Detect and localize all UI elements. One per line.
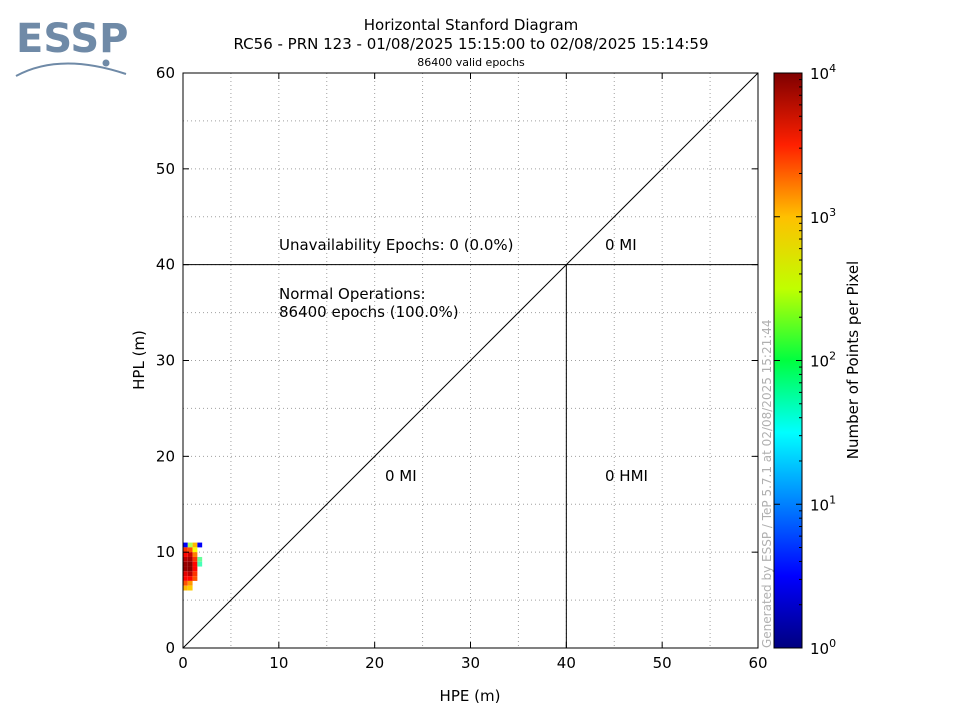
density-cell — [192, 576, 198, 581]
density-cell — [183, 576, 188, 581]
colorbar-tick-label: 101 — [810, 493, 836, 514]
y-tick-label: 20 — [156, 447, 175, 465]
x-tick-label: 40 — [557, 654, 576, 672]
density-cell — [187, 585, 193, 591]
density-cell — [192, 552, 198, 557]
y-tick-label: 10 — [156, 543, 175, 561]
colorbar-tick-base: 10 — [810, 640, 829, 658]
colorbar-tick-exponent: 3 — [829, 206, 836, 219]
density-cell — [187, 556, 193, 562]
generated-by-stamp: Generated by ESSP / TeP 5.7.1 at 02/08/2… — [760, 319, 774, 648]
x-tick-label: 50 — [653, 654, 672, 672]
colorbar-tick-exponent: 1 — [829, 493, 836, 506]
x-tick-label: 30 — [461, 654, 480, 672]
logo-dot — [102, 59, 110, 67]
density-cell — [183, 556, 188, 562]
density-cell — [187, 547, 193, 553]
density-cell — [183, 547, 188, 553]
x-tick-label: 20 — [365, 654, 384, 672]
density-cell — [187, 580, 193, 586]
chart-subtitle: RC56 - PRN 123 - 01/08/2025 15:15:00 to … — [234, 35, 709, 53]
essp-logo: ESSP — [15, 16, 128, 77]
density-cells — [183, 542, 203, 591]
x-axis-label: HPE (m) — [440, 687, 501, 705]
hmi-annotation: 0 HMI — [605, 467, 648, 485]
normal-ops-line2: 86400 epochs (100.0%) — [279, 303, 459, 321]
density-cell — [187, 566, 193, 572]
normal-ops-line1: Normal Operations: — [279, 285, 426, 303]
density-cell — [187, 561, 193, 567]
colorbar-label: Number of Points per Pixel — [844, 261, 862, 459]
colorbar-tick-base: 10 — [810, 209, 829, 227]
valid-epochs-note: 86400 valid epochs — [417, 56, 525, 69]
x-tick-label: 0 — [178, 654, 188, 672]
x-tick-label: 60 — [748, 654, 767, 672]
colorbar-tick-label: 100 — [810, 637, 836, 658]
density-cell — [192, 556, 198, 562]
density-cell — [183, 585, 188, 591]
density-cell — [187, 542, 193, 548]
colorbar-tick-base: 10 — [810, 496, 829, 514]
colorbar-tick-label: 102 — [810, 350, 836, 371]
density-cell — [183, 552, 188, 557]
density-cell — [187, 576, 193, 581]
unavailability-annotation: Unavailability Epochs: 0 (0.0%) — [279, 236, 514, 254]
density-cell — [183, 580, 188, 586]
density-cell — [192, 547, 198, 553]
colorbar-tick-base: 10 — [810, 65, 829, 83]
y-tick-label: 50 — [156, 160, 175, 178]
density-cell — [192, 542, 198, 548]
mi-top-annotation: 0 MI — [605, 236, 637, 254]
density-cell — [197, 556, 203, 562]
mi-diag-annotation: 0 MI — [385, 467, 417, 485]
density-cell — [197, 561, 203, 567]
y-tick-label: 0 — [165, 639, 175, 657]
density-cell — [192, 566, 198, 572]
density-cell — [197, 542, 203, 548]
y-tick-label: 30 — [156, 352, 175, 370]
x-tick-label: 10 — [269, 654, 288, 672]
y-axis-label: HPL (m) — [130, 330, 148, 390]
colorbar-tick-exponent: 0 — [829, 637, 836, 650]
density-cell — [183, 542, 188, 548]
density-cell — [192, 571, 198, 577]
colorbar-tick-exponent: 4 — [829, 62, 836, 75]
colorbar-tick-base: 10 — [810, 353, 829, 371]
axis-ticks: 0 10 20 30 40 50 60 0 10 20 30 40 50 60 — [156, 64, 768, 672]
y-tick-label: 60 — [156, 64, 175, 82]
diagonal-line — [182, 72, 759, 649]
density-cell — [192, 561, 198, 567]
density-cell — [183, 566, 188, 572]
logo-arc — [15, 62, 127, 77]
colorbar-tick-label: 103 — [810, 206, 836, 227]
density-cell — [183, 561, 188, 567]
colorbar-tick-exponent: 2 — [829, 350, 836, 363]
density-cell — [187, 552, 193, 557]
region-lines — [182, 72, 759, 649]
density-cell — [187, 571, 193, 577]
logo-text: ESSP — [16, 16, 128, 62]
y-tick-label: 40 — [156, 256, 175, 274]
colorbar-tick-label: 104 — [810, 62, 836, 83]
density-cell — [183, 571, 188, 577]
chart-title: Horizontal Stanford Diagram — [364, 16, 579, 34]
